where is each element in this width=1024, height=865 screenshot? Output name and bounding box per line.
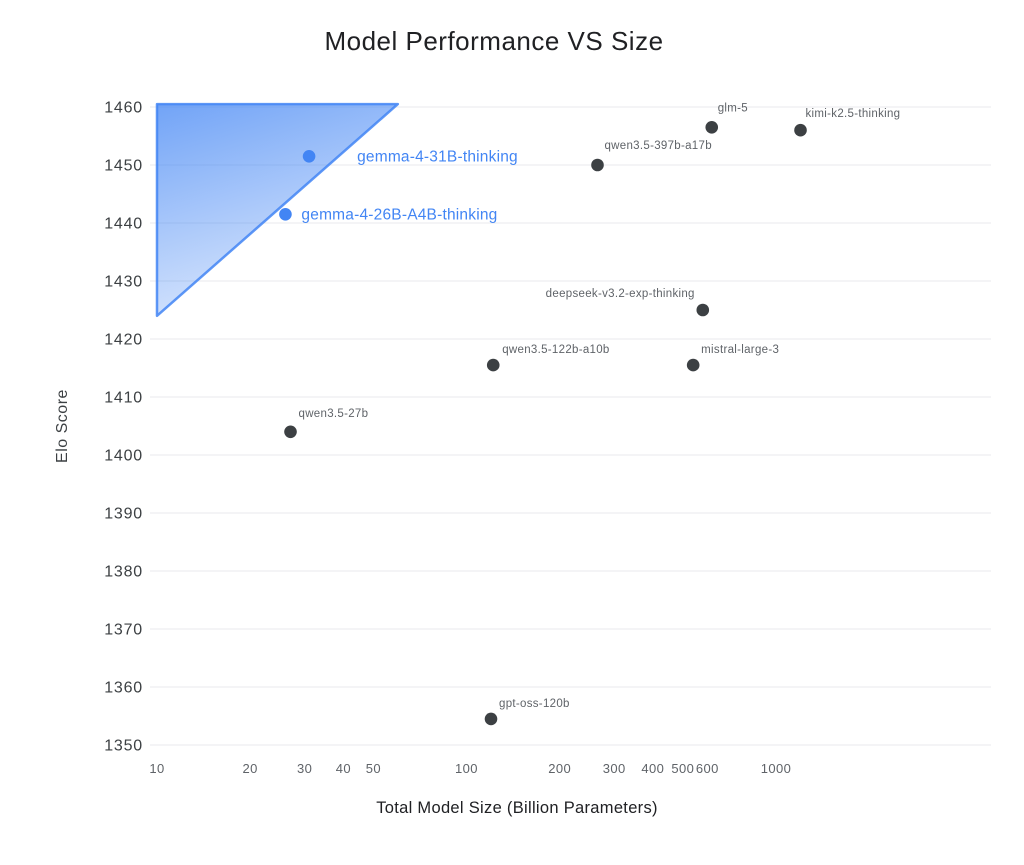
data-point-qwen3.5-397b-a17b[interactable] bbox=[591, 158, 604, 172]
data-point-qwen3.5-122b-a10b[interactable] bbox=[486, 358, 500, 372]
y-tick-label-1420: 1420 bbox=[104, 332, 143, 349]
data-point-mistral-large-3[interactable] bbox=[686, 358, 700, 372]
point-label-gemma-4-26B-A4B-thinking: gemma-4-26B-A4B-thinking bbox=[301, 206, 497, 223]
x-tick-label-600: 600 bbox=[696, 761, 719, 776]
data-point-deepseek-v3.2-exp-thinking[interactable] bbox=[696, 303, 710, 317]
x-tick-label-200: 200 bbox=[548, 761, 571, 776]
data-point-kimi-k2.5-thinking[interactable] bbox=[794, 123, 807, 137]
data-point-glm-5[interactable] bbox=[705, 121, 719, 134]
point-label-glm-5: glm-5 bbox=[718, 102, 748, 114]
point-label-gpt-oss-120b: gpt-oss-120b bbox=[499, 698, 570, 710]
point-label-qwen3.5-122b-a10b: qwen3.5-122b-a10b bbox=[502, 344, 609, 356]
point-label-mistral-large-3: mistral-large-3 bbox=[701, 344, 779, 356]
point-label-qwen3.5-397b-a17b: qwen3.5-397b-a17b bbox=[604, 140, 711, 152]
y-tick-label-1410: 1410 bbox=[104, 390, 143, 407]
x-tick-label-300: 300 bbox=[603, 761, 626, 776]
y-tick-label-1440: 1440 bbox=[104, 216, 143, 233]
y-tick-label-1380: 1380 bbox=[104, 564, 143, 581]
highlight-region-triangle bbox=[155, 102, 400, 318]
x-tick-label-100: 100 bbox=[455, 761, 478, 776]
x-tick-label-20: 20 bbox=[243, 761, 258, 776]
point-label-qwen3.5-27b: qwen3.5-27b bbox=[299, 408, 369, 420]
x-tick-label-500: 500 bbox=[671, 761, 694, 776]
x-tick-label-400: 400 bbox=[641, 761, 664, 776]
y-tick-label-1430: 1430 bbox=[104, 274, 143, 291]
x-tick-label-50: 50 bbox=[366, 761, 381, 776]
x-tick-label-1000: 1000 bbox=[761, 761, 792, 776]
data-point-gemma-4-26B-A4B-thinking[interactable] bbox=[279, 208, 292, 221]
data-point-gemma-4-31B-thinking[interactable] bbox=[302, 150, 316, 163]
y-tick-label-1370: 1370 bbox=[104, 622, 143, 639]
data-point-qwen3.5-27b[interactable] bbox=[284, 425, 297, 439]
x-tick-label-10: 10 bbox=[149, 761, 164, 776]
point-label-deepseek-v3.2-exp-thinking: deepseek-v3.2-exp-thinking bbox=[546, 288, 695, 300]
y-tick-label-1360: 1360 bbox=[104, 680, 143, 697]
y-tick-label-1400: 1400 bbox=[104, 448, 143, 465]
y-tick-label-1460: 1460 bbox=[104, 100, 143, 117]
chart-title: Model Performance VS Size bbox=[324, 26, 664, 56]
x-axis-title: Total Model Size (Billion Parameters) bbox=[376, 799, 658, 817]
data-point-gpt-oss-120b[interactable] bbox=[484, 712, 498, 726]
point-label-gemma-4-31B-thinking: gemma-4-31B-thinking bbox=[357, 148, 518, 165]
y-tick-label-1450: 1450 bbox=[104, 158, 143, 175]
x-tick-label-40: 40 bbox=[336, 761, 351, 776]
y-tick-label-1350: 1350 bbox=[104, 738, 143, 755]
y-tick-label-1390: 1390 bbox=[104, 506, 143, 523]
point-label-kimi-k2.5-thinking: kimi-k2.5-thinking bbox=[806, 108, 901, 120]
x-tick-label-30: 30 bbox=[297, 761, 312, 776]
